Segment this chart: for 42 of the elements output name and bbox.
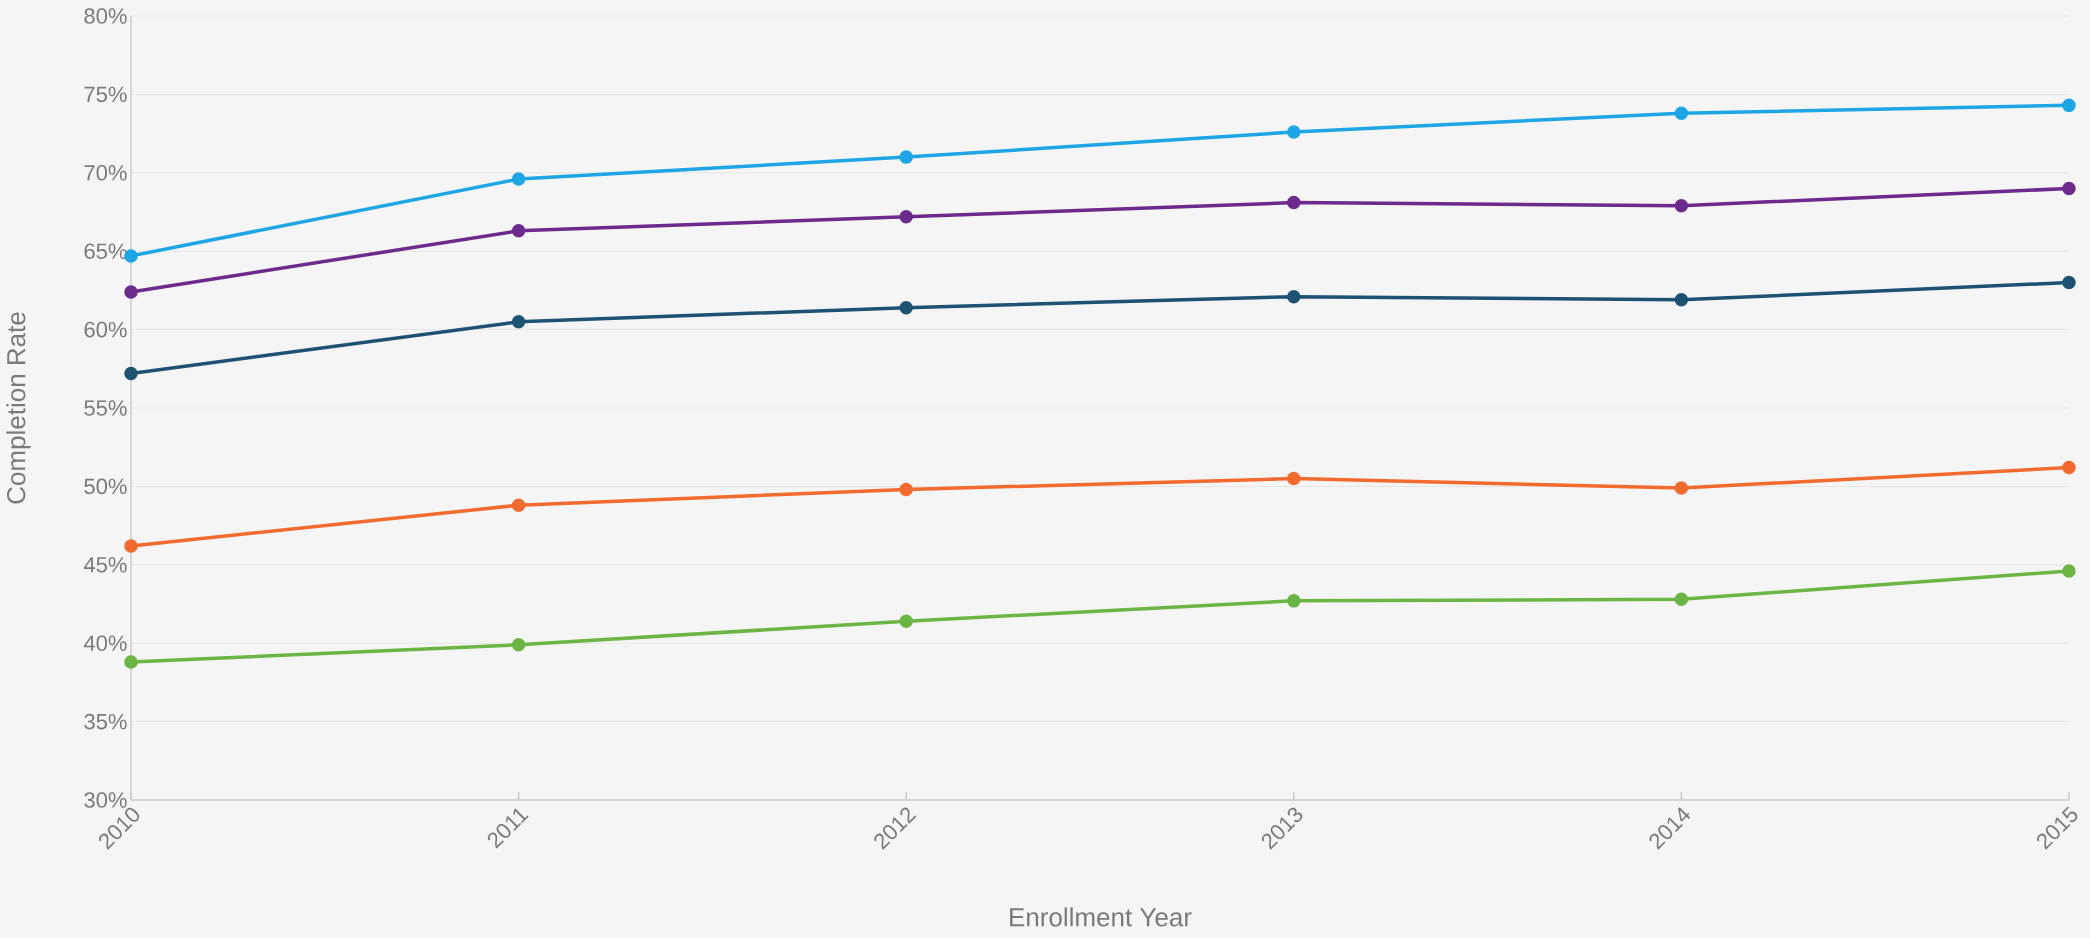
x-axis-title: Enrollment Year <box>1010 907 1192 927</box>
point <box>511 315 526 329</box>
point <box>2062 460 2076 475</box>
point <box>899 209 913 224</box>
y-tick-label: 65% <box>84 243 127 259</box>
y-tick-label: 70% <box>84 165 127 181</box>
point <box>899 482 913 497</box>
point <box>2062 275 2076 290</box>
point <box>1287 471 1301 486</box>
point <box>1287 195 1301 210</box>
y-tick-label: 40% <box>83 635 127 651</box>
point <box>2062 564 2076 578</box>
y-tick-label: 80% <box>84 8 127 24</box>
point <box>124 655 138 669</box>
point <box>124 539 138 553</box>
y-tick-label: 75% <box>84 86 127 103</box>
point <box>2062 181 2076 196</box>
y-axis-title: Completion Rate <box>6 312 31 504</box>
point <box>1287 594 1301 608</box>
y-tick-label: 45% <box>83 557 127 573</box>
y-tick-label: 50% <box>84 478 127 495</box>
point <box>899 614 913 628</box>
point <box>2062 98 2076 113</box>
point <box>899 300 913 315</box>
point <box>1674 592 1689 607</box>
y-tick-label: 55% <box>84 400 127 416</box>
point <box>1674 481 1689 495</box>
point <box>899 150 913 164</box>
point <box>1674 198 1689 213</box>
point <box>1287 125 1301 139</box>
point <box>511 638 526 652</box>
y-tick-label: 60% <box>84 321 127 338</box>
point <box>124 285 138 299</box>
point <box>1674 293 1689 307</box>
point <box>124 366 138 381</box>
y-tick-label: 30% <box>84 792 127 808</box>
point <box>511 172 526 186</box>
point <box>511 498 526 512</box>
point <box>511 224 526 238</box>
point <box>1674 106 1689 120</box>
y-tick-label: 35% <box>84 713 127 730</box>
point <box>1287 289 1301 304</box>
